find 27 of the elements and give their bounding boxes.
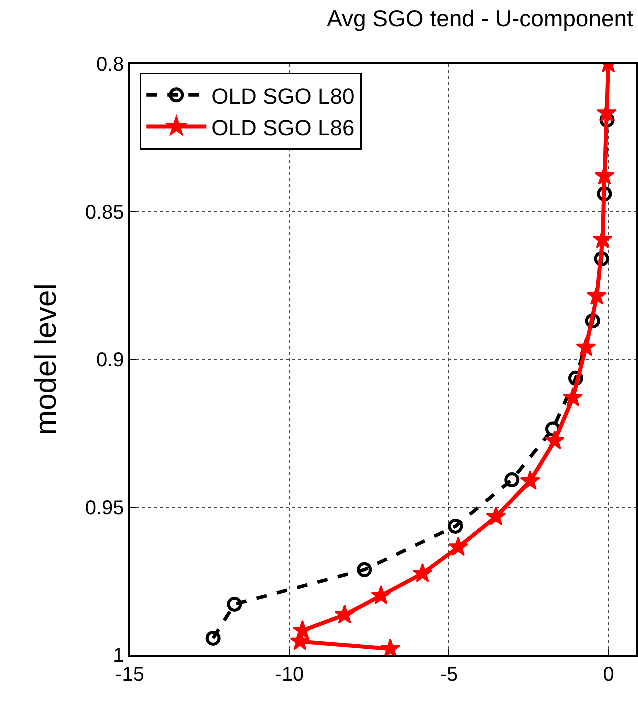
legend-label: OLD SGO L80: [212, 84, 355, 109]
y-tick-label: 0.95: [85, 497, 124, 520]
point: [448, 518, 464, 534]
x-tick-label: -5: [440, 664, 458, 686]
point: [412, 563, 433, 582]
y-tick-label: 0.85: [85, 202, 124, 224]
point: [486, 506, 506, 526]
chart-title: Avg SGO tend - U-component: [327, 6, 634, 32]
point: [563, 387, 584, 407]
point: [544, 430, 565, 450]
point: [227, 596, 242, 612]
y-axis-title: model level: [30, 284, 63, 436]
y-tick-label: 0.9: [96, 350, 124, 372]
point: [357, 562, 372, 578]
point: [334, 604, 355, 624]
point: [371, 585, 392, 605]
point: [576, 337, 596, 356]
legend-label: OLD SGO L86: [212, 115, 355, 140]
point: [586, 286, 608, 305]
x-tick-label: -10: [275, 664, 304, 686]
point: [520, 470, 540, 490]
x-tick-label: 0: [603, 664, 614, 686]
point: [448, 536, 469, 556]
y-tick-label: 0.8: [96, 54, 124, 76]
point: [292, 620, 313, 640]
point: [504, 472, 520, 488]
point: [206, 630, 221, 646]
